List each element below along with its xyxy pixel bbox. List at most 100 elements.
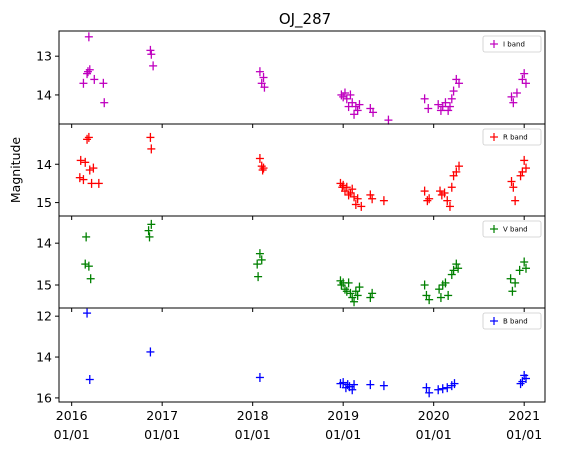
data-point	[83, 308, 92, 318]
data-point	[348, 184, 357, 194]
data-point	[434, 385, 443, 395]
data-point	[83, 67, 92, 77]
data-point	[146, 132, 155, 142]
x-tick-sublabel: 01/01	[54, 427, 90, 442]
data-point	[346, 288, 355, 298]
data-point	[518, 74, 527, 84]
data-point	[452, 167, 461, 177]
data-point	[100, 98, 109, 108]
data-point	[507, 92, 516, 102]
data-point	[379, 381, 388, 391]
data-point	[346, 90, 355, 100]
data-point	[520, 155, 529, 165]
data-point	[254, 272, 263, 282]
panel-b-band: 12 14 16 B band	[36, 307, 546, 406]
data-point	[94, 178, 103, 188]
data-point	[441, 98, 450, 108]
data-point	[340, 186, 349, 196]
data-point	[515, 265, 524, 275]
data-point	[344, 278, 353, 288]
y-tick-label: 15	[36, 278, 52, 293]
data-point	[255, 249, 264, 259]
data-point	[342, 286, 351, 296]
y-tick-label: 13	[36, 49, 52, 64]
data-point	[351, 200, 360, 209]
data-point	[444, 105, 453, 115]
x-tick-label: 2021	[508, 408, 540, 423]
data-point	[337, 280, 346, 290]
data-point	[450, 379, 459, 389]
panel-v-band: 14 15 V band	[36, 215, 546, 312]
data-point	[455, 161, 464, 171]
legend: V band	[482, 220, 542, 238]
data-point	[253, 259, 262, 269]
data-point	[443, 383, 452, 393]
y-tick-label: 12	[36, 309, 52, 324]
data-point	[366, 190, 375, 200]
panel-frame	[58, 307, 546, 403]
data-point	[447, 182, 456, 192]
figure-title: OJ_287	[279, 10, 331, 29]
x-tick-sublabel: 01/01	[144, 427, 180, 442]
data-point	[76, 155, 85, 165]
data-point	[79, 78, 88, 88]
data-point	[355, 100, 364, 110]
legend: R band	[482, 128, 542, 146]
panel-frame	[58, 215, 546, 309]
data-point	[516, 171, 525, 181]
y-tick-label: 14	[36, 236, 52, 251]
data-point	[449, 265, 458, 275]
data-point	[438, 384, 447, 394]
data-point	[454, 263, 463, 273]
data-point	[447, 270, 456, 280]
legend-label: I band	[503, 41, 525, 49]
data-point	[509, 182, 518, 192]
data-point	[440, 188, 449, 198]
data-point	[84, 32, 93, 42]
x-tick-sublabel: 01/01	[325, 427, 361, 442]
data-point	[507, 177, 516, 186]
data-point	[384, 115, 393, 125]
data-point	[258, 165, 267, 175]
data-point	[350, 380, 359, 390]
data-point	[455, 78, 464, 88]
data-point	[81, 157, 90, 167]
data-point	[144, 226, 153, 236]
data-point	[424, 104, 433, 113]
data-point	[452, 259, 461, 269]
data-point	[368, 194, 377, 204]
data-point	[99, 78, 108, 88]
data-point	[508, 286, 517, 296]
data-point	[340, 88, 349, 98]
y-tick-label: 14	[36, 350, 52, 365]
data-point	[255, 67, 264, 77]
panel-frame	[58, 123, 546, 217]
data-point	[342, 182, 351, 192]
data-point	[90, 74, 99, 84]
legend: I band	[482, 35, 542, 53]
data-point	[353, 105, 362, 115]
data-point	[357, 201, 366, 211]
data-point	[368, 288, 377, 298]
x-tick-sublabel: 01/01	[235, 427, 271, 442]
data-point	[89, 163, 98, 173]
panel-r-band: 14 15 R band	[36, 123, 546, 220]
data-point	[344, 102, 353, 112]
data-point	[422, 383, 431, 393]
data-point	[147, 219, 156, 229]
legend: B band	[482, 312, 542, 330]
data-point	[369, 107, 378, 117]
legend-box	[482, 312, 542, 330]
data-point	[520, 257, 529, 267]
data-point	[339, 180, 348, 190]
data-point	[346, 188, 355, 198]
data-point	[147, 49, 156, 59]
data-point	[521, 263, 530, 273]
data-point	[83, 134, 92, 144]
x-tick-label: 2016	[56, 408, 88, 423]
data-point	[521, 374, 530, 383]
data-point	[339, 92, 348, 102]
legend-label: R band	[503, 134, 528, 142]
data-point	[355, 282, 364, 292]
panel-frame	[58, 30, 546, 125]
